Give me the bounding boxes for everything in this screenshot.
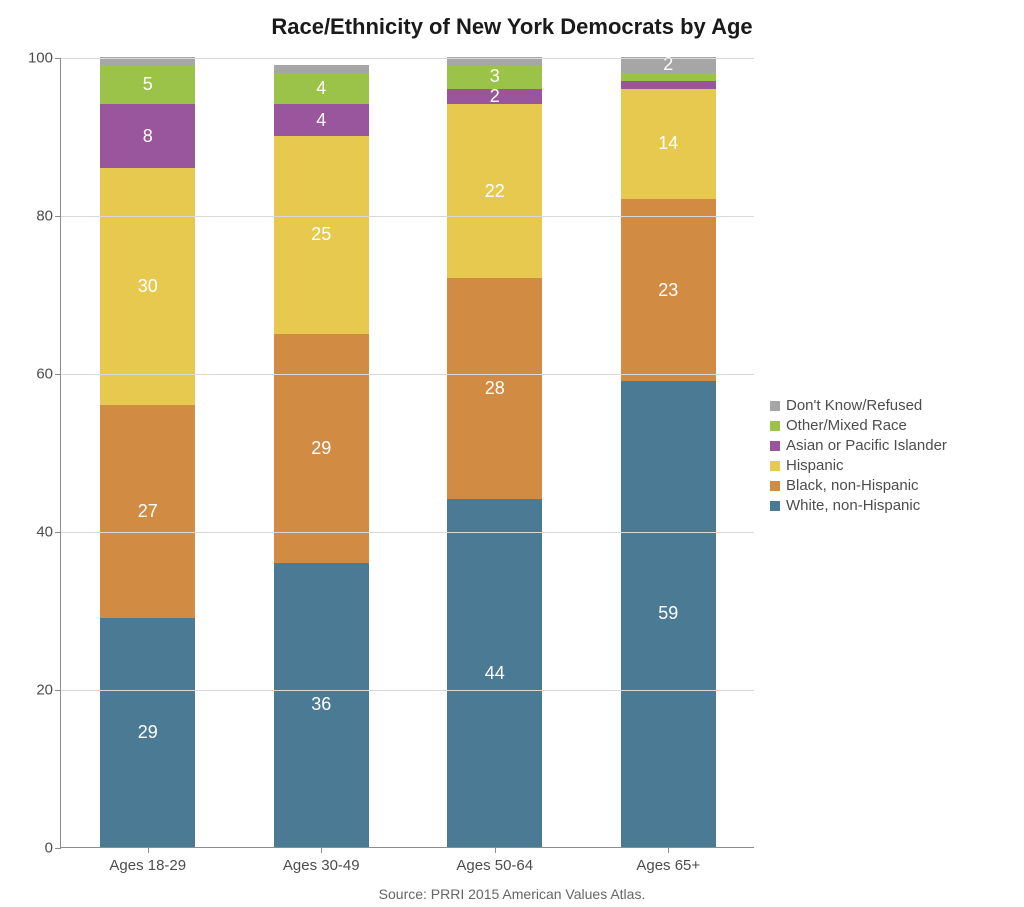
bar-segment: 44 <box>447 499 542 847</box>
y-tick-label: 0 <box>13 840 61 857</box>
bar-value-label: 28 <box>485 378 505 399</box>
legend-label: White, non-Hispanic <box>786 497 920 514</box>
legend-label: Asian or Pacific Islander <box>786 437 947 454</box>
bar-segment: 27 <box>100 405 195 618</box>
bar-value-label: 22 <box>485 181 505 202</box>
bar-segment: 4 <box>274 73 369 105</box>
bar-segment: 2 <box>447 89 542 105</box>
bar-value-label: 30 <box>138 276 158 297</box>
legend-item: Don't Know/Refused <box>770 397 947 414</box>
bar-value-label: 59 <box>658 603 678 624</box>
bar-value-label: 27 <box>138 501 158 522</box>
legend-item: Hispanic <box>770 457 947 474</box>
bar-segment: 2 <box>621 57 716 73</box>
bar-value-label: 8 <box>143 126 153 147</box>
bar-value-label: 25 <box>311 224 331 245</box>
bar-value-label: 5 <box>143 74 153 95</box>
bar: 36 29 25 4 4 <box>274 65 369 847</box>
bar-segment: 14 <box>621 89 716 200</box>
bar: 44282223 <box>447 57 542 847</box>
chart-title: Race/Ethnicity of New York Democrats by … <box>0 14 1024 40</box>
bar: 29 27 30 8 5 <box>100 57 195 847</box>
y-tick-label: 80 <box>13 208 61 225</box>
bar-segment: 28 <box>447 278 542 499</box>
legend-item: Black, non-Hispanic <box>770 477 947 494</box>
grid-line <box>61 58 754 59</box>
bar-segment <box>274 65 369 73</box>
bar-value-label: 23 <box>658 280 678 301</box>
bar-segment: 22 <box>447 104 542 278</box>
y-tick-label: 20 <box>13 682 61 699</box>
source-line: Source: PRRI 2015 American Values Atlas. <box>0 886 1024 902</box>
plot-area: 2927308536292544442822235923142 02040608… <box>60 58 754 848</box>
legend-swatch <box>770 501 780 511</box>
grid-line <box>61 374 754 375</box>
x-axis-label: Ages 18-29 <box>109 847 186 874</box>
bar-segment: 5 <box>100 65 195 105</box>
bar-value-label: 4 <box>316 78 326 99</box>
bar-value-label: 4 <box>316 110 326 131</box>
chart-page: Race/Ethnicity of New York Democrats by … <box>0 0 1024 907</box>
grid-line <box>61 216 754 217</box>
legend-item: Other/Mixed Race <box>770 417 947 434</box>
legend: Don't Know/Refused Other/Mixed Race Asian … <box>770 394 947 517</box>
legend-swatch <box>770 441 780 451</box>
legend-swatch <box>770 421 780 431</box>
bar-value-label: 3 <box>490 66 500 87</box>
legend-item: Asian or Pacific Islander <box>770 437 947 454</box>
bar-segment <box>621 81 716 89</box>
bar-segment: 8 <box>100 104 195 167</box>
bar-value-label: 36 <box>311 694 331 715</box>
x-axis-label: Ages 30-49 <box>283 847 360 874</box>
legend-label: Don't Know/Refused <box>786 397 922 414</box>
legend-swatch <box>770 481 780 491</box>
bar-segment: 25 <box>274 136 369 334</box>
bar-segment: 36 <box>274 563 369 847</box>
x-axis-label: Ages 65+ <box>636 847 700 874</box>
y-tick-label: 100 <box>13 50 61 67</box>
bar-segment: 30 <box>100 168 195 405</box>
y-tick-label: 60 <box>13 366 61 383</box>
bar-segment <box>621 73 716 81</box>
bars-layer: 2927308536292544442822235923142 <box>61 58 754 847</box>
y-tick-label: 40 <box>13 524 61 541</box>
bar-value-label: 44 <box>485 663 505 684</box>
legend-swatch <box>770 401 780 411</box>
bar-value-label: 29 <box>311 438 331 459</box>
legend-label: Other/Mixed Race <box>786 417 907 434</box>
bar: 59 23 14 2 <box>621 57 716 847</box>
legend-swatch <box>770 461 780 471</box>
bar-value-label: 14 <box>658 133 678 154</box>
legend-label: Black, non-Hispanic <box>786 477 919 494</box>
legend-item: White, non-Hispanic <box>770 497 947 514</box>
grid-line <box>61 532 754 533</box>
bar-segment: 29 <box>100 618 195 847</box>
bar-segment: 29 <box>274 334 369 563</box>
bar-segment: 59 <box>621 381 716 847</box>
bar-value-label: 29 <box>138 722 158 743</box>
grid-line <box>61 690 754 691</box>
x-axis-label: Ages 50-64 <box>456 847 533 874</box>
bar-segment: 4 <box>274 104 369 136</box>
bar-segment: 23 <box>621 199 716 381</box>
legend-label: Hispanic <box>786 457 844 474</box>
